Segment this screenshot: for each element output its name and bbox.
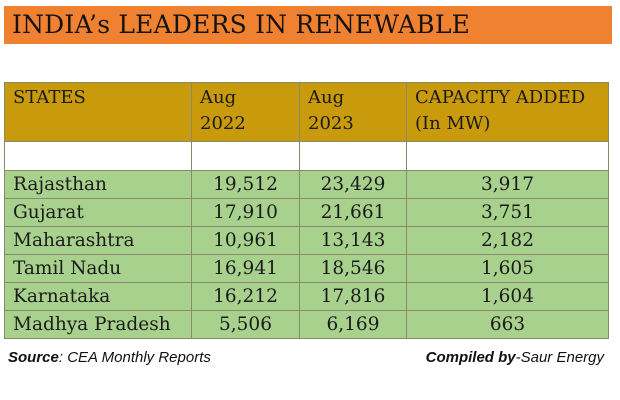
cell-aug-2022: 16,941 xyxy=(191,254,300,283)
column-header-line2: (In MW) xyxy=(415,113,491,134)
column-header-2: Aug 2023 xyxy=(299,82,407,142)
blank-cell xyxy=(4,141,192,171)
column-header-0: STATES xyxy=(4,82,192,142)
cell-state: Karnataka xyxy=(4,282,192,311)
table-row: Rajasthan 19,512 23,429 3,917 xyxy=(4,170,609,199)
blank-cell xyxy=(299,141,407,171)
compiled-label: Compiled by xyxy=(425,349,516,366)
cell-aug-2023: 6,169 xyxy=(299,310,407,339)
cell-state: Madhya Pradesh xyxy=(4,310,192,339)
cell-capacity-added: 2,182 xyxy=(406,226,609,255)
column-header-3: CAPACITY ADDED (In MW) xyxy=(406,82,609,142)
column-header-line2: 2022 xyxy=(200,113,246,134)
source-note: Source: CEA Monthly Reports xyxy=(8,349,211,366)
cell-aug-2023: 21,661 xyxy=(299,198,407,227)
cell-state: Rajasthan xyxy=(4,170,192,199)
column-header-line1: STATES xyxy=(13,87,86,108)
cell-aug-2022: 16,212 xyxy=(191,282,300,311)
compiled-note: Compiled by-Saur Energy xyxy=(426,349,604,366)
cell-aug-2023: 23,429 xyxy=(299,170,407,199)
cell-aug-2023: 18,546 xyxy=(299,254,407,283)
cell-aug-2023: 13,143 xyxy=(299,226,407,255)
header-row: STATES Aug 2022 Aug 2023 CAPACITY ADDED (In MW… xyxy=(4,82,609,142)
column-header-1: Aug 2022 xyxy=(191,82,300,142)
blank-row xyxy=(4,141,609,171)
cell-capacity-added: 3,917 xyxy=(406,170,609,199)
cell-capacity-added: 663 xyxy=(406,310,609,339)
blank-cell xyxy=(406,141,609,171)
source-text: : CEA Monthly Reports xyxy=(58,349,211,366)
table-row: Tamil Nadu 16,941 18,546 1,605 xyxy=(4,254,609,283)
page-title: INDIA’s LEADERS IN RENEWABLE xyxy=(12,10,471,39)
renewable-table-container: STATES Aug 2022 Aug 2023 CAPACITY ADDED (In MW… xyxy=(4,82,609,339)
cell-capacity-added: 3,751 xyxy=(406,198,609,227)
title-banner: INDIA’s LEADERS IN RENEWABLE xyxy=(4,6,612,44)
blank-cell xyxy=(191,141,300,171)
cell-aug-2022: 10,961 xyxy=(191,226,300,255)
cell-aug-2022: 19,512 xyxy=(191,170,300,199)
compiled-text: -Saur Energy xyxy=(515,349,604,366)
cell-capacity-added: 1,604 xyxy=(406,282,609,311)
cell-state: Maharashtra xyxy=(4,226,192,255)
cell-state: Tamil Nadu xyxy=(4,254,192,283)
source-label: Source xyxy=(8,349,59,366)
column-header-line2: 2023 xyxy=(308,113,354,134)
cell-capacity-added: 1,605 xyxy=(406,254,609,283)
table-row: Gujarat 17,910 21,661 3,751 xyxy=(4,198,609,227)
table-header: STATES Aug 2022 Aug 2023 CAPACITY ADDED (In MW… xyxy=(4,82,609,142)
table-row: Madhya Pradesh 5,506 6,169 663 xyxy=(4,310,609,339)
renewable-capacity-table: STATES Aug 2022 Aug 2023 CAPACITY ADDED (In MW… xyxy=(4,82,609,339)
column-header-line1: Aug xyxy=(200,87,237,108)
cell-aug-2022: 5,506 xyxy=(191,310,300,339)
table-row: Karnataka 16,212 17,816 1,604 xyxy=(4,282,609,311)
cell-state: Gujarat xyxy=(4,198,192,227)
table-body: Rajasthan 19,512 23,429 3,917 Gujarat 17,910 2… xyxy=(4,141,609,339)
table-row: Maharashtra 10,961 13,143 2,182 xyxy=(4,226,609,255)
column-header-line1: Aug xyxy=(308,87,345,108)
cell-aug-2022: 17,910 xyxy=(191,198,300,227)
cell-aug-2023: 17,816 xyxy=(299,282,407,311)
column-header-line1: CAPACITY ADDED xyxy=(415,87,586,108)
